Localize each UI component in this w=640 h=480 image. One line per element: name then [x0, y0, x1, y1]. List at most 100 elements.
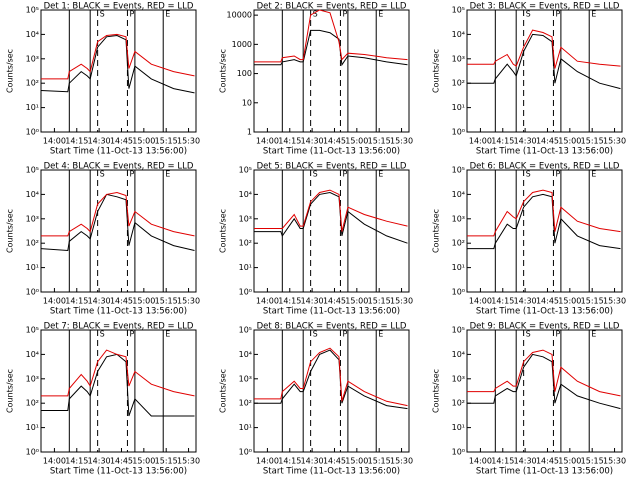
x-tick-label: 15:15 [581, 137, 604, 146]
x-tick-label: 14:30 [301, 457, 324, 466]
marker-label: S [313, 330, 318, 339]
x-tick-label: 14:00 [256, 137, 279, 146]
chart-title: Det 2: BLACK = Events, RED = LLD [257, 2, 407, 12]
series-line [41, 191, 195, 237]
marker-label: S [313, 10, 318, 19]
plot-frame [253, 169, 410, 293]
x-tick-label: 14:45 [536, 297, 559, 306]
x-tick-label: 14:45 [110, 297, 133, 306]
x-tick-label: 15:00 [345, 457, 368, 466]
x-tick-label: 15:30 [390, 297, 413, 306]
y-tick-label: 10⁰ [452, 288, 465, 297]
series-line [254, 9, 408, 63]
y-axis-label: Counts/sec [219, 49, 228, 93]
chart-title: Det 6: BLACK = Events, RED = LLD [470, 162, 620, 172]
series-line [254, 347, 408, 407]
y-tick-label: 10¹ [452, 423, 465, 432]
y-tick-label: 10² [239, 399, 252, 408]
x-axis-label: Start Time (11-Oct-13 13:56:00) [476, 307, 613, 317]
y-tick-label: 10³ [452, 214, 465, 223]
y-tick-label: 10⁵ [26, 166, 39, 175]
y-tick-label: 10⁰ [26, 128, 39, 137]
y-tick-label: 10⁵ [452, 166, 465, 175]
x-tick-label: 14:00 [43, 457, 66, 466]
marker-label: S [100, 170, 105, 179]
x-tick-label: 14:45 [536, 457, 559, 466]
chart-title: Det 1: BLACK = Events, RED = LLD [44, 2, 194, 12]
series-line [41, 353, 195, 417]
x-tick-label: 14:00 [43, 297, 66, 306]
x-tick-label: 14:15 [65, 137, 88, 146]
y-tick-label: 10⁵ [239, 326, 252, 335]
y-tick-label: 10⁴ [452, 190, 465, 199]
series-line [467, 353, 621, 410]
y-tick-label: 10⁰ [452, 128, 465, 137]
y-tick-label: 10² [26, 239, 39, 248]
x-axis-label: Start Time (11-Oct-13 13:56:00) [50, 467, 187, 477]
y-tick-label: 10¹ [239, 423, 252, 432]
y-tick-label: 10² [452, 399, 465, 408]
chart-title: Det 4: BLACK = Events, RED = LLD [44, 162, 194, 172]
series-line [467, 29, 621, 69]
y-tick-label: 10⁴ [452, 30, 465, 39]
x-tick-label: 14:15 [491, 137, 514, 146]
x-tick-label: 14:30 [514, 457, 537, 466]
chart-title: Det 5: BLACK = Events, RED = LLD [257, 162, 407, 172]
y-axis-label: Counts/sec [6, 369, 15, 413]
y-tick-label: 10² [26, 399, 39, 408]
plot-frame [466, 329, 623, 453]
series-line [41, 349, 195, 397]
x-tick-label: 14:30 [514, 297, 537, 306]
chart-title: Det 9: BLACK = Events, RED = LLD [470, 322, 620, 332]
x-tick-label: 14:45 [323, 457, 346, 466]
marker-label: P [555, 170, 560, 179]
series-line [467, 189, 621, 237]
plot-frame [40, 329, 197, 453]
y-tick-label: 10⁰ [26, 288, 39, 297]
x-tick-label: 14:45 [323, 297, 346, 306]
y-tick-label: 10⁴ [26, 30, 39, 39]
y-tick-label: 10³ [26, 54, 39, 63]
series-line [254, 349, 408, 410]
x-tick-label: 15:00 [132, 457, 155, 466]
series-line [467, 193, 621, 250]
x-tick-label: 14:45 [536, 137, 559, 146]
x-tick-label: 15:15 [155, 137, 178, 146]
y-tick-label: 10⁴ [452, 350, 465, 359]
x-tick-label: 15:00 [345, 137, 368, 146]
marker-label: E [591, 170, 596, 179]
x-tick-label: 14:00 [469, 137, 492, 146]
x-axis-label: Start Time (11-Oct-13 13:56:00) [263, 147, 400, 157]
x-tick-label: 14:45 [110, 137, 133, 146]
marker-label: E [378, 170, 383, 179]
y-tick-label: 10⁰ [452, 448, 465, 457]
y-tick-label: 10⁵ [26, 326, 39, 335]
marker-label: E [591, 10, 596, 19]
x-tick-label: 15:15 [581, 457, 604, 466]
y-tick-label: 10³ [26, 214, 39, 223]
marker-label: S [526, 170, 531, 179]
x-tick-label: 15:30 [177, 457, 200, 466]
marker-label: E [591, 330, 596, 339]
marker-label: S [313, 170, 318, 179]
y-axis-label: Counts/sec [432, 49, 441, 93]
x-axis-label: Start Time (11-Oct-13 13:56:00) [476, 467, 613, 477]
x-tick-label: 15:00 [132, 297, 155, 306]
y-tick-label: 10¹ [26, 103, 39, 112]
y-tick-label: 10³ [239, 374, 252, 383]
x-tick-label: 14:15 [278, 137, 301, 146]
x-axis-label: Start Time (11-Oct-13 13:56:00) [50, 147, 187, 157]
y-tick-label: 10¹ [26, 263, 39, 272]
x-tick-label: 15:15 [368, 457, 391, 466]
series-line [41, 33, 195, 80]
x-tick-label: 15:15 [155, 457, 178, 466]
marker-label: E [165, 330, 170, 339]
x-tick-label: 14:30 [301, 297, 324, 306]
marker-label: S [526, 10, 531, 19]
marker-label: E [378, 10, 383, 19]
y-tick-label: 10000 [227, 11, 252, 20]
y-tick-label: 10³ [26, 374, 39, 383]
x-tick-label: 15:30 [603, 137, 626, 146]
y-tick-label: 10⁵ [452, 326, 465, 335]
